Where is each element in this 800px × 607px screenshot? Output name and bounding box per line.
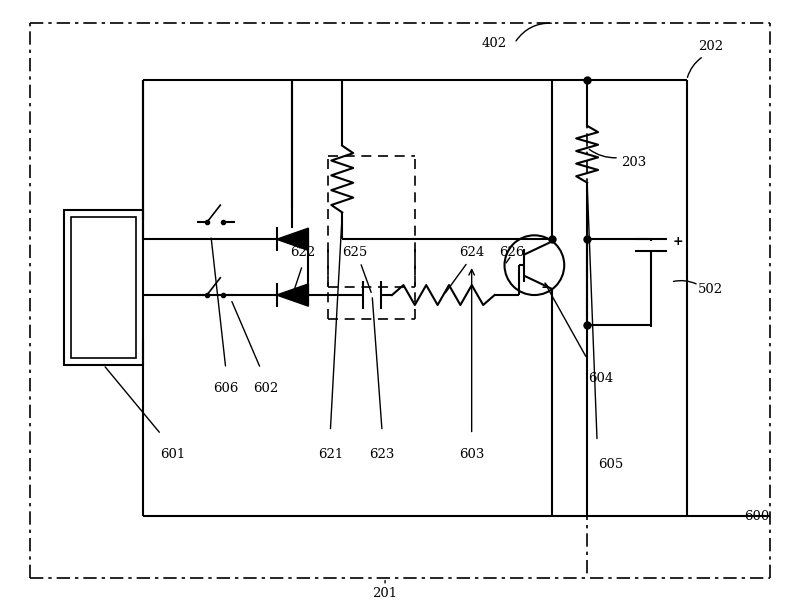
Polygon shape [277,228,309,251]
Text: 622: 622 [290,246,315,259]
Text: 602: 602 [253,382,278,395]
Text: 626: 626 [498,246,524,259]
Text: +: + [673,235,683,248]
Text: 600: 600 [744,509,769,523]
Polygon shape [277,284,309,306]
Text: 605: 605 [598,458,624,471]
Text: 621: 621 [318,448,343,461]
Text: 624: 624 [459,246,484,259]
Text: 601: 601 [161,448,186,461]
Text: 203: 203 [622,156,646,169]
Text: 625: 625 [342,246,368,259]
Text: 604: 604 [589,372,614,385]
Bar [70,217,136,358]
Text: 502: 502 [698,283,723,296]
Text: 623: 623 [370,448,394,461]
Bar [63,211,143,365]
Text: 603: 603 [459,448,484,461]
Text: 202: 202 [698,39,723,53]
Text: 606: 606 [213,382,238,395]
Text: 402: 402 [482,36,507,50]
Text: 201: 201 [373,587,398,600]
